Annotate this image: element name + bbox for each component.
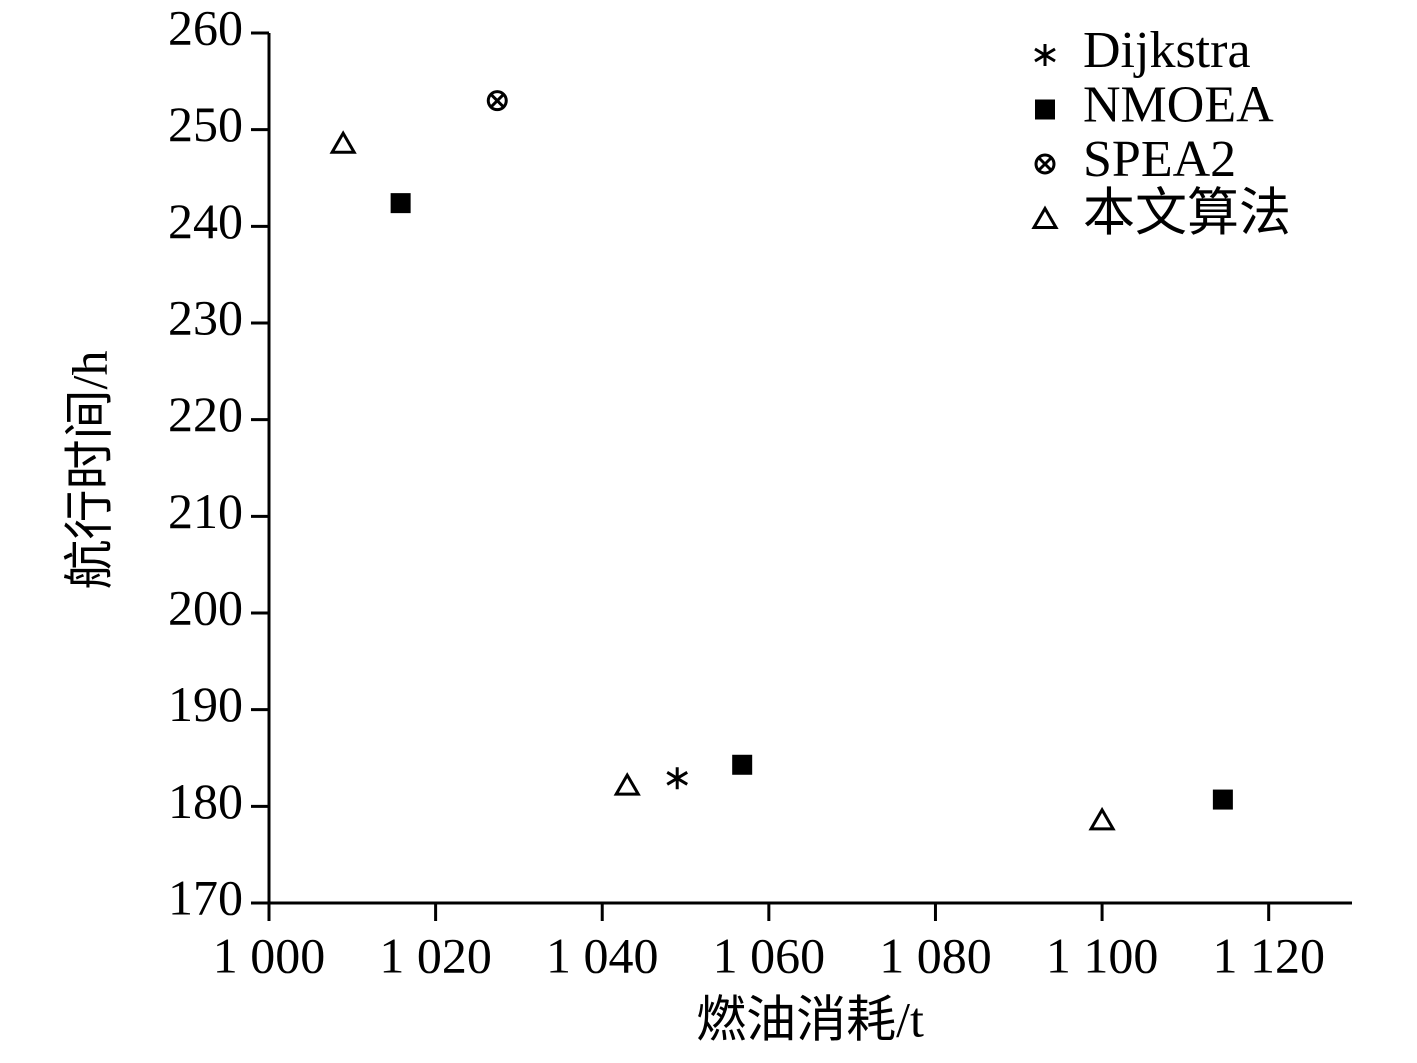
marker-triangle [1031,205,1059,229]
y-tick-label: 220 [168,386,243,442]
x-tick-label: 1 000 [213,927,326,983]
y-tick-label: 180 [168,773,243,829]
marker-triangle [1088,806,1116,831]
x-tick-label: 1 040 [546,927,659,983]
marker-triangle [613,772,641,796]
marker [1035,99,1055,120]
marker [1031,205,1059,229]
legend-label: SPEA2 [1083,131,1236,188]
x-tick-label: 1 060 [713,927,826,983]
marker-x [490,93,505,108]
marker-triangle [329,130,357,154]
marker [1034,44,1056,66]
marker-circle [1034,153,1056,175]
x-tick-label: 1 080 [879,927,992,983]
marker-asterisk [1034,44,1056,66]
marker [329,130,357,154]
x-tick-label: 1 120 [1212,927,1325,983]
marker [1212,789,1233,810]
y-tick-label: 230 [168,289,243,345]
y-tick-label: 250 [168,96,243,152]
marker-square [390,193,411,214]
y-tick-label: 260 [168,0,243,55]
x-axis-label: 燃油消耗/t [696,991,924,1047]
y-axis-label: 航行时间/h [61,351,117,590]
marker [1034,153,1056,175]
marker [732,754,753,775]
x-tick-label: 1 020 [379,927,492,983]
y-tick-label: 170 [168,869,243,925]
marker [1088,806,1116,831]
marker-square [1212,789,1233,810]
marker [613,772,641,796]
y-tick-label: 200 [168,579,243,635]
y-tick-label: 190 [168,676,243,732]
marker-square [1035,99,1055,120]
marker-square [732,754,753,775]
marker [486,90,508,112]
marker-circle [486,90,508,112]
legend-label: 本文算法 [1083,185,1291,242]
y-tick-label: 210 [168,483,243,539]
y-tick-label: 240 [168,193,243,249]
x-tick-label: 1 100 [1046,927,1159,983]
legend-label: Dijkstra [1083,22,1251,79]
marker [666,767,688,790]
marker-asterisk [666,767,688,790]
marker [390,193,411,214]
marker-x [1037,156,1053,172]
legend-label: NMOEA [1083,76,1274,133]
